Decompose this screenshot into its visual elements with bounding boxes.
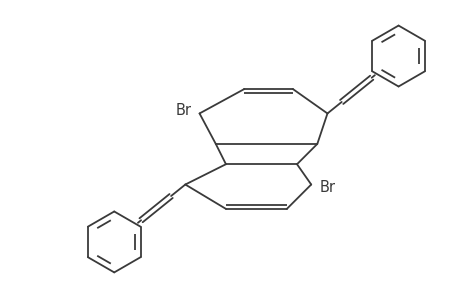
Text: Br: Br: [319, 180, 335, 195]
Text: Br: Br: [175, 103, 191, 118]
